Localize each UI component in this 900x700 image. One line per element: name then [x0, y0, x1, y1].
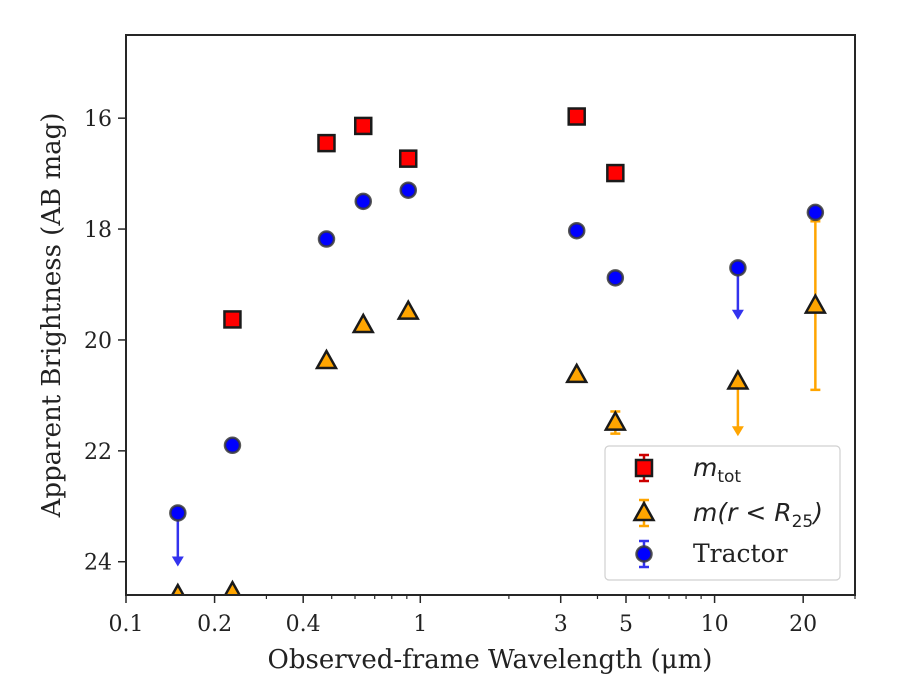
legend-marker [634, 458, 654, 478]
x-tick-label: 0.2 [197, 612, 232, 637]
data-point [223, 310, 242, 329]
tick-labels: 0.1 0.2 0.4 1 3 5 10 20 16 18 20 22 24 [84, 107, 817, 637]
legend-label: m(r < R25) [693, 498, 823, 532]
data-point [603, 410, 627, 431]
data-point [317, 133, 336, 153]
x-tick-label: 5 [619, 612, 633, 637]
data-point [606, 163, 625, 183]
plot-frame [125, 34, 856, 596]
x-tick-label: 0.1 [109, 612, 144, 637]
x-tick-label: 0.4 [286, 612, 321, 637]
legend-marker [632, 500, 656, 522]
data-point [606, 269, 625, 287]
data-point [317, 230, 336, 248]
y-tick-label: 18 [84, 218, 112, 243]
series-mtot [223, 107, 625, 329]
x-axis-label: Observed-frame Wavelength (μm) [268, 645, 713, 675]
data-point [223, 579, 242, 595]
x-tick-label: 3 [554, 612, 568, 637]
data-point [351, 312, 375, 334]
data-point [399, 181, 417, 199]
x-tick-label: 10 [701, 612, 729, 637]
legend-entry-m-r-lt-r25: m(r < R25) [632, 498, 823, 532]
x-tick-label: 20 [789, 612, 817, 637]
data-point [803, 293, 827, 314]
y-tick-label: 22 [84, 440, 112, 465]
data-point [567, 107, 586, 126]
data-point [565, 362, 589, 384]
data-point [169, 504, 187, 522]
data-point [729, 259, 747, 277]
legend: mtot m(r < R25) Tractor [604, 445, 841, 581]
data-point [354, 116, 373, 136]
data-point [354, 192, 373, 211]
upper-limit-arrow-head [171, 556, 184, 567]
data-marks [169, 107, 827, 595]
data-point [398, 149, 418, 168]
data-point [396, 299, 420, 320]
series-m-r-lt-r25 [170, 220, 827, 595]
legend-entry-tractor: Tractor [635, 539, 788, 569]
upper-limit-arrow-head [731, 309, 744, 320]
legend-label: Tractor [693, 539, 788, 568]
data-point [314, 348, 339, 370]
data-point [170, 582, 185, 595]
data-point [726, 368, 750, 390]
data-point [223, 436, 242, 455]
y-tick-label: 24 [84, 551, 112, 576]
data-point [806, 203, 825, 222]
major-ticks [118, 117, 804, 603]
data-point [567, 221, 586, 240]
legend-marker [635, 545, 653, 563]
x-tick-label: 1 [413, 612, 427, 637]
upper-limit-arrow-head [731, 426, 744, 437]
y-tick-label: 16 [84, 107, 112, 132]
legend-entry-mtot: mtot [634, 453, 741, 487]
y-axis-label: Apparent Brightness (AB mag) [37, 113, 67, 519]
legend-label: mtot [693, 453, 741, 487]
series-tractor [169, 181, 825, 567]
y-tick-label: 20 [84, 329, 112, 354]
legend-box [604, 445, 841, 581]
